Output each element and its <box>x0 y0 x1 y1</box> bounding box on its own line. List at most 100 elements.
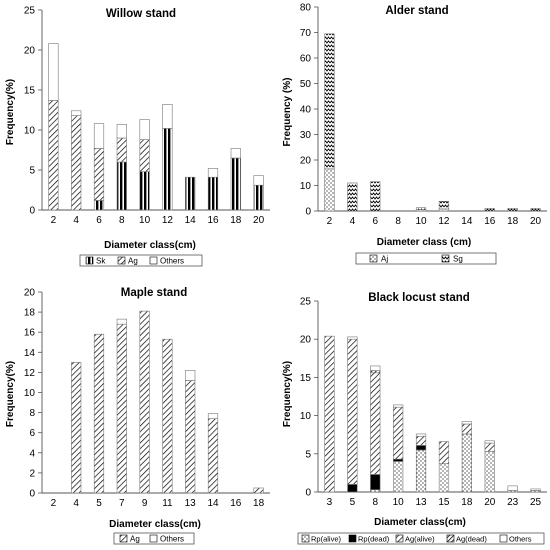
legend-item-ag: Ag <box>117 257 138 266</box>
legend-item-locust-others: Others <box>499 534 532 544</box>
bar-maple-ag-9 <box>139 310 150 494</box>
y-tick-label: 10 <box>24 388 36 399</box>
x-tick-label: 12 <box>438 216 450 227</box>
x-tick-label: 8 <box>395 216 401 227</box>
x-tick-label: 20 <box>530 216 542 227</box>
bar-alder-aj-2 <box>324 168 335 212</box>
bar-maple-ag-18 <box>253 487 264 494</box>
legend-item-ag-alive: Ag(alive) <box>395 535 435 544</box>
ylabel-willow: Frequency(%) <box>5 79 16 145</box>
bar-locust-ag-alive-20 <box>484 442 495 452</box>
ylabel-locust: Frequency(%) <box>282 361 293 427</box>
x-tick-label: 15 <box>438 497 450 508</box>
x-tick-label: 3 <box>327 497 333 508</box>
x-tick-label: 2 <box>51 215 57 226</box>
x-tick-label: 14 <box>185 215 197 226</box>
legend-swatch-sg <box>441 254 450 263</box>
bar-maple-ag-4 <box>71 362 82 494</box>
bar-willow-sk-18 <box>230 157 241 211</box>
bar-willow-ag-10 <box>139 139 150 172</box>
x-tick-label: 2 <box>327 216 333 227</box>
bar-locust-others-13 <box>415 433 427 437</box>
legend-box-willow <box>79 254 203 267</box>
x-tick-label: 11 <box>162 498 173 509</box>
bar-willow-others-18 <box>230 148 241 159</box>
bar-maple-others-13 <box>185 370 196 381</box>
legend-swatch-rp-alive <box>301 534 310 543</box>
y-tick-label: 14 <box>24 348 36 359</box>
panel-alder: Alder stand 0 10 20 30 40 50 60 70 80 2 4 6 8 10 12 14 1… <box>282 3 547 265</box>
bar-locust-ag-alive-13 <box>415 435 427 446</box>
y-tick-label: 60 <box>300 54 312 65</box>
bar-locust-ag-alive-15 <box>438 441 450 465</box>
bar-willow-sk-14 <box>185 176 196 211</box>
legend-label-others: Others <box>160 257 184 266</box>
x-tick-label: 5 <box>96 498 102 509</box>
bar-alder-sg-10 <box>415 207 427 211</box>
bar-willow-sk-10 <box>139 171 150 211</box>
title-locust: Black locust stand <box>368 292 470 304</box>
x-tick-label: 7 <box>119 498 125 509</box>
bar-willow-ag-6 <box>93 148 105 201</box>
bar-willow-others-12 <box>162 104 173 129</box>
bar-willow-sk-16 <box>207 176 219 211</box>
y-tick-label: 25 <box>24 6 36 17</box>
panel-locust: Black locust stand 0 5 10 15 20 25 3 5 8 10 13 15 18… <box>282 292 547 545</box>
bar-alder-sg-4 <box>347 182 358 212</box>
plot-alder: 0 10 20 30 40 50 60 70 80 2 4 6 8 10 12 14 16 18 20 <box>300 3 547 227</box>
y-tick-label: 0 <box>305 488 311 499</box>
plot-maple: 0 2 4 6 8 10 12 14 16 18 20 2 4 5 7 9 11 13 14 16 18 <box>24 288 270 509</box>
bar-locust-others-23 <box>507 485 518 491</box>
bar-willow-others-16 <box>207 168 219 178</box>
x-tick-label: 10 <box>393 497 405 508</box>
x-tick-label: 2 <box>51 498 57 509</box>
y-tick-label: 0 <box>29 489 35 500</box>
x-tick-label: 20 <box>484 497 496 508</box>
y-tick-label: 2 <box>29 468 35 479</box>
x-tick-label: 18 <box>230 215 242 226</box>
legend-item-rp-dead: Rp(dead) <box>348 535 390 544</box>
legend-item-ag-dead: Ag(dead) <box>446 534 487 544</box>
legend-label-rp-alive: Rp(alive) <box>311 535 342 544</box>
x-tick-label: 4 <box>350 216 356 227</box>
bar-alder-sg-6 <box>370 181 381 212</box>
bar-locust-others-10 <box>393 404 404 408</box>
x-tick-label: 6 <box>372 216 378 227</box>
title-maple: Maple stand <box>121 287 187 299</box>
y-tick-label: 6 <box>29 428 35 439</box>
y-tick-label: 18 <box>24 308 36 319</box>
legend-swatch-ag-dead <box>446 534 455 543</box>
bar-locust-ag-alive-8 <box>370 372 381 475</box>
legend-swatch-sk <box>85 256 94 265</box>
bar-locust-rp-alive-15 <box>438 463 450 493</box>
x-tick-label: 10 <box>139 215 151 226</box>
bar-locust-ag-alive-5 <box>347 338 358 485</box>
bar-willow-others-8 <box>116 124 127 139</box>
xlabel-maple: Diameter class(cm) <box>109 519 201 530</box>
ylabel-maple: Frequency(%) <box>5 361 16 427</box>
legend-item-sk: Sk <box>85 256 106 266</box>
legend-label-ag: Ag <box>128 257 138 266</box>
bar-alder-sg-16 <box>484 208 495 212</box>
bar-locust-ag-dead-8 <box>370 370 381 374</box>
bar-maple-others-7 <box>116 318 127 325</box>
x-tick-label: 13 <box>415 497 427 508</box>
bar-maple-ag-5 <box>93 333 105 494</box>
y-tick-label: 20 <box>24 46 36 57</box>
x-tick-label: 13 <box>185 498 197 509</box>
bar-locust-rp-alive-13 <box>415 449 427 493</box>
x-tick-label: 12 <box>162 215 174 226</box>
bar-alder-sg-18 <box>507 208 518 212</box>
bar-willow-ag-8 <box>116 137 127 163</box>
legend-swatch-aj <box>369 254 378 263</box>
legend-swatch-locust-others <box>499 534 508 543</box>
x-tick-label: 9 <box>142 498 148 509</box>
bar-maple-ag-11 <box>162 338 173 494</box>
bar-alder-sg-2 <box>324 33 335 170</box>
bar-maple-others-14 <box>207 413 219 419</box>
bar-alder-aj-12 <box>438 208 450 212</box>
x-tick-label: 18 <box>461 497 473 508</box>
y-tick-label: 4 <box>29 448 35 459</box>
legend-label-locust-others: Others <box>509 535 532 544</box>
